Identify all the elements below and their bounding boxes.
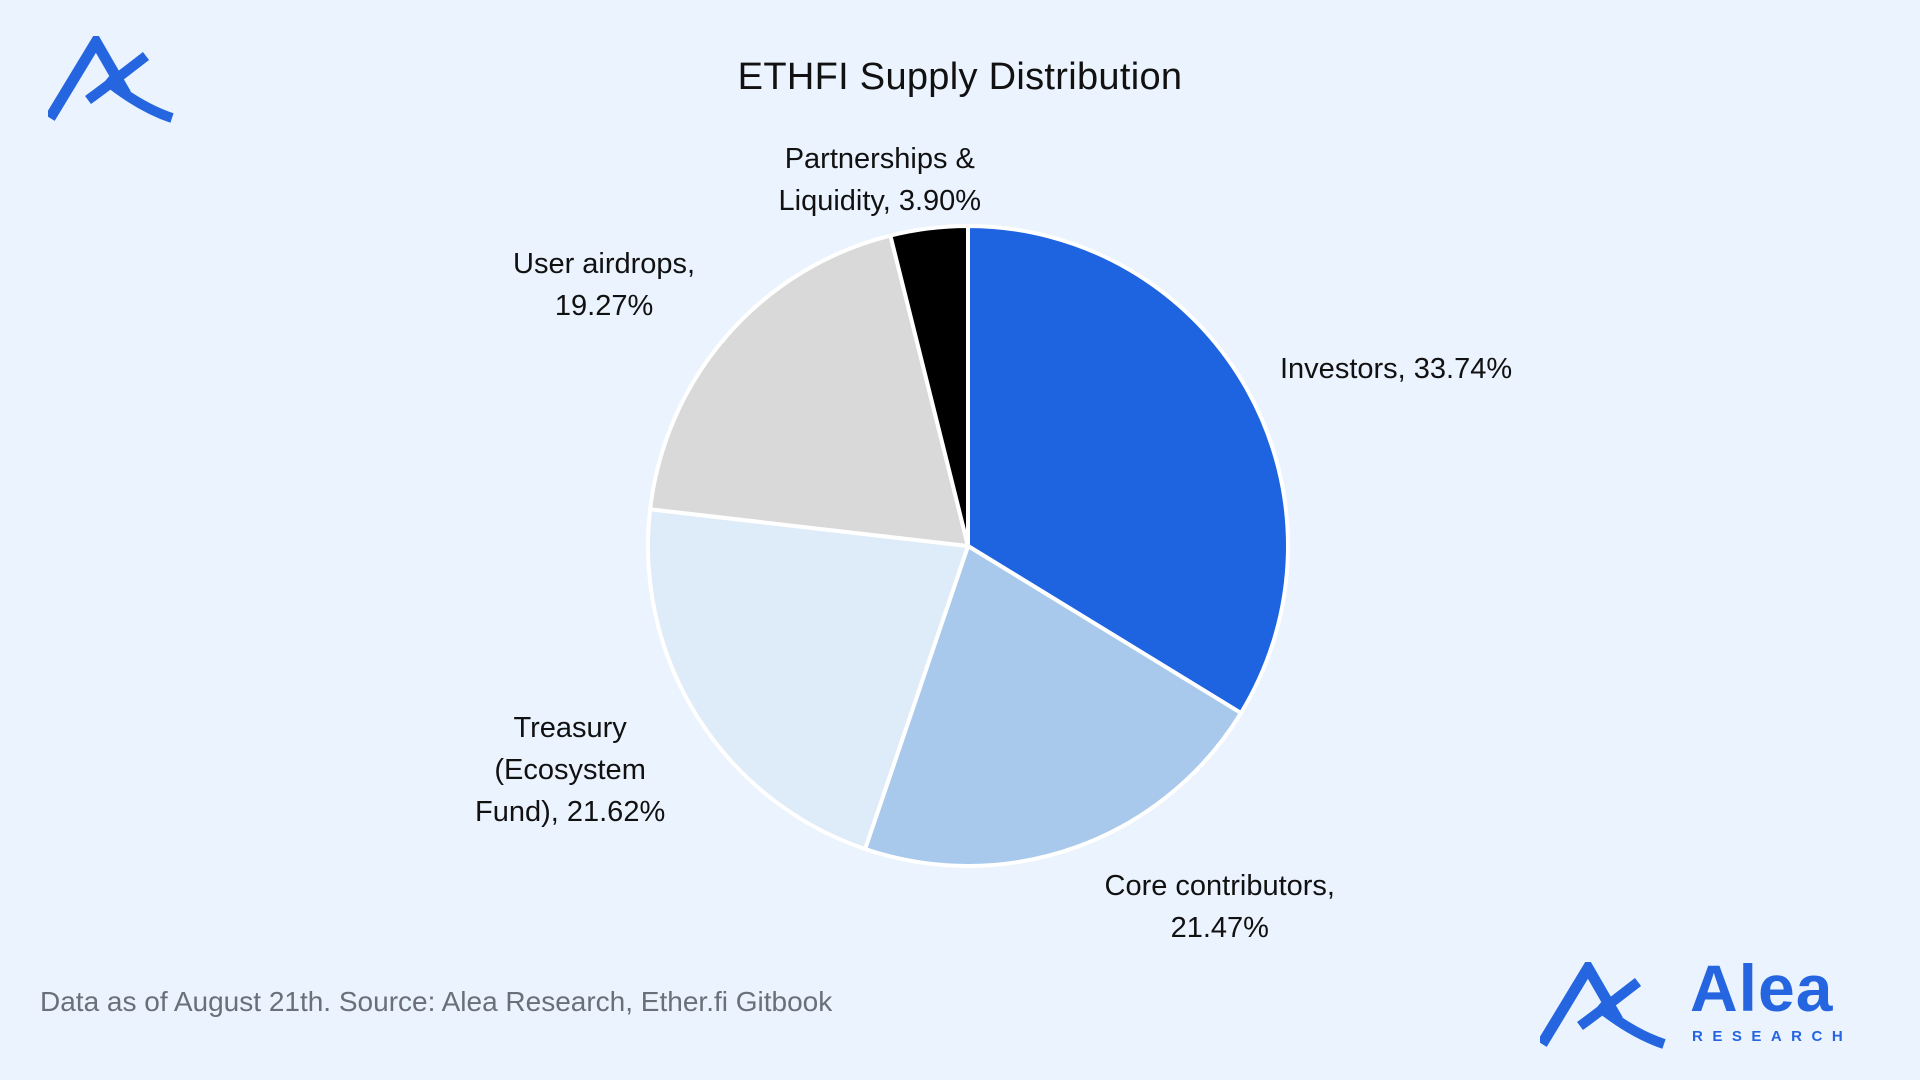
alea-logo-icon (48, 36, 174, 123)
pie-slice-investors (966, 224, 1290, 716)
slice-label: Investors, 33.74% (1280, 353, 1513, 385)
slice-label: Core contributors, 21.47% (1104, 870, 1336, 944)
pie-slice-user-airdrops (648, 233, 970, 548)
brand-logo: Alea RESEARCH (1540, 951, 1843, 1049)
slice-label: Partnerships & Liquidity, 3.90% (778, 143, 982, 217)
brand-name: Alea (1690, 951, 1834, 1025)
slice-label: Treasury (Ecosystem Fund), 21.62% (475, 712, 666, 828)
source-note: Data as of August 21th. Source: Alea Res… (40, 986, 833, 1017)
alea-logo-icon (1540, 962, 1666, 1049)
chart-title: ETHFI Supply Distribution (737, 56, 1183, 98)
pie-slice-partnerships-liquidity (888, 224, 970, 548)
brand-subtitle: RESEARCH (1692, 1028, 1853, 1045)
slice-label: User airdrops, 19.27% (513, 248, 696, 322)
pie-slice-treasury-ecosystem-fund (646, 507, 970, 852)
pie-slice-core-contributors (863, 544, 1243, 868)
